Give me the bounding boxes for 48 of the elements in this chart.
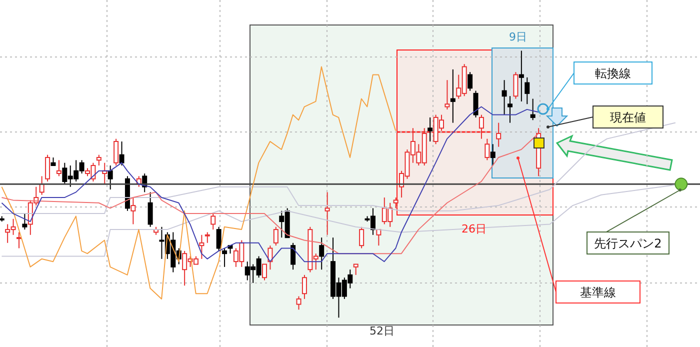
annotation: 現在値 <box>610 110 646 124</box>
text: 52日 <box>370 324 394 338</box>
candlestick <box>199 234 204 260</box>
candlestick <box>210 213 216 230</box>
candlestick <box>490 144 496 166</box>
candlestick <box>524 76 530 105</box>
candlestick <box>508 96 513 124</box>
candlestick <box>114 138 119 166</box>
candlestick <box>119 140 124 166</box>
candlestick <box>324 192 330 236</box>
candlestick <box>530 98 536 121</box>
candlestick <box>222 248 228 268</box>
candlestick <box>290 242 296 270</box>
candlestick <box>359 226 364 249</box>
candlestick <box>518 50 524 102</box>
candlestick <box>56 160 62 177</box>
candlestick <box>96 154 102 166</box>
candlestick <box>273 226 278 246</box>
candlestick <box>204 232 210 244</box>
candlestick <box>473 90 478 118</box>
candlestick <box>496 122 502 148</box>
annotation: 先行スパン2 <box>594 236 662 250</box>
candlestick <box>502 80 507 116</box>
candlestick <box>262 264 267 281</box>
candlestick <box>216 226 222 252</box>
text: 9日 <box>509 30 527 44</box>
candlestick <box>428 116 433 142</box>
candlestick <box>130 197 136 225</box>
annotation: 転換線 <box>595 66 631 80</box>
candlestick <box>108 164 113 190</box>
annotation: 基準線 <box>580 286 616 300</box>
candlestick <box>268 245 273 270</box>
annotation: 26日 <box>462 222 486 236</box>
candlestick <box>296 296 302 310</box>
candlestick <box>319 237 324 270</box>
candlestick <box>393 197 398 209</box>
candlestick <box>513 72 518 100</box>
candlestick <box>22 213 28 230</box>
candlestick <box>450 68 456 124</box>
candlestick <box>478 114 484 140</box>
candlestick <box>16 232 22 249</box>
candlestick <box>353 264 358 276</box>
candlestick <box>468 72 473 92</box>
candlestick <box>45 154 50 182</box>
candlestick <box>148 192 153 228</box>
candlestick <box>484 138 490 161</box>
candlestick <box>444 80 450 110</box>
candlestick <box>302 274 307 300</box>
